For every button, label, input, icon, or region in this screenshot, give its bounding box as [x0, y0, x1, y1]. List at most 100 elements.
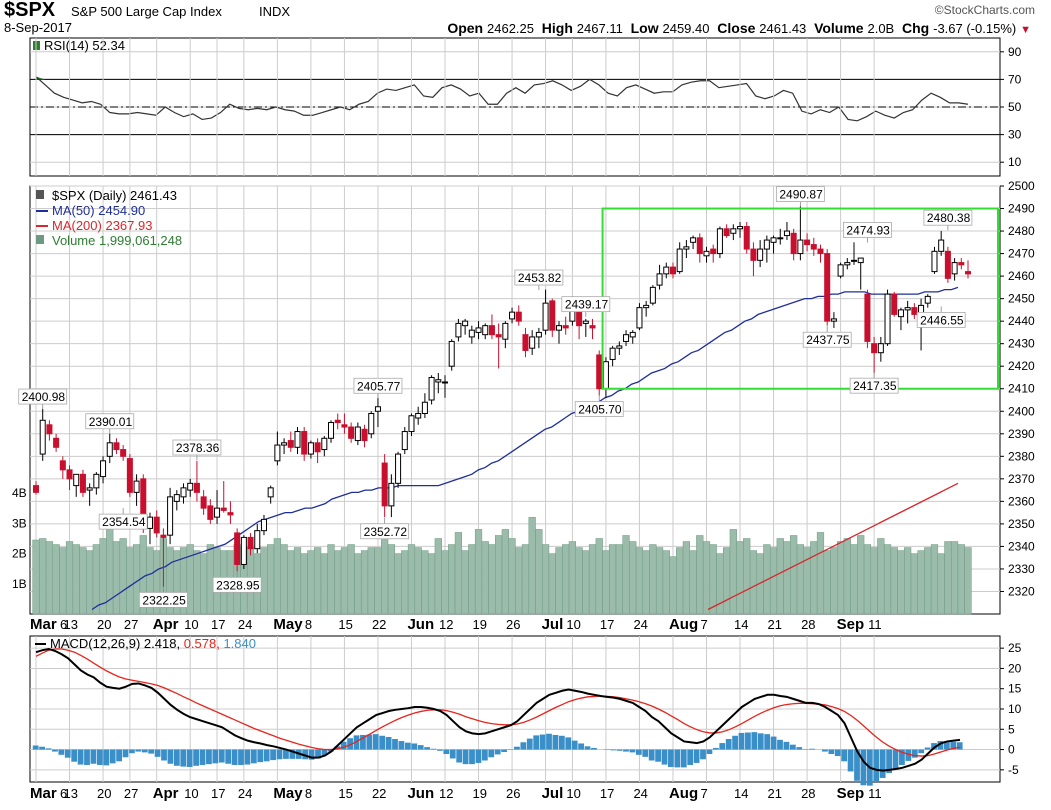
volume-bar — [367, 547, 375, 615]
close-label: Close — [717, 20, 756, 36]
volume-value: 2.0B — [867, 21, 895, 36]
ma50-legend: MA(50) 2454.90 — [52, 203, 145, 218]
candle-body — [254, 530, 261, 550]
candle-body — [616, 345, 623, 349]
candle-body — [46, 424, 53, 435]
candle-body — [763, 239, 770, 250]
candle-body — [609, 347, 616, 360]
candle-body — [146, 516, 153, 529]
price-tick-label: 2500 — [1008, 179, 1035, 193]
price-annotation: 2439.17 — [565, 298, 609, 312]
price-tick-label: 2350 — [1008, 517, 1035, 531]
macd-histogram-bar — [366, 734, 373, 750]
candle-body — [777, 237, 784, 240]
macd-histogram-bar — [353, 735, 360, 750]
candle-body — [596, 354, 603, 390]
candle-body — [334, 419, 341, 424]
x-axis-day-label: 14 — [734, 786, 748, 801]
x-axis-month-label: Apr — [153, 785, 179, 802]
macd-histogram-bar — [161, 749, 167, 761]
candle-body — [931, 250, 938, 273]
annotation-box — [775, 186, 825, 202]
x-axis-day-label: 19 — [473, 617, 487, 632]
macd-histogram-bar — [270, 749, 276, 761]
rsi-line — [35, 76, 969, 122]
macd-histogram-bar — [250, 749, 257, 764]
volume-bar — [360, 550, 369, 615]
volume-bar — [414, 547, 422, 615]
volume-bar — [468, 544, 476, 615]
volume-bar — [810, 541, 818, 615]
x-axis-day-label: 27 — [124, 617, 138, 632]
low-label: Low — [630, 20, 659, 36]
macd-tick-label: -5 — [1008, 763, 1019, 777]
macd-histogram-bar — [764, 734, 771, 750]
price-annotation: 2453.82 — [518, 271, 562, 285]
volume-bar — [897, 550, 905, 615]
volume-tick-label: 1B — [12, 577, 27, 591]
macd-histogram-bar — [148, 749, 155, 754]
macd-histogram-bar — [956, 742, 963, 750]
macd-histogram-bar — [745, 732, 751, 750]
macd-histogram-bar — [238, 749, 244, 765]
annotation-box — [360, 523, 410, 540]
macd-histogram-bar — [173, 749, 180, 766]
annotation-box — [802, 331, 852, 348]
annotation-box — [98, 513, 148, 530]
volume-bar — [347, 544, 355, 615]
macd-histogram-bar — [77, 749, 84, 765]
x-axis-day-label: 24 — [238, 786, 252, 801]
macd-histogram-bar — [706, 749, 713, 755]
candle-body — [193, 482, 200, 493]
volume-bar — [481, 541, 489, 615]
watermark[interactable]: ©StockCharts.com — [934, 3, 1035, 17]
volume-bar — [354, 553, 362, 615]
volume-bar — [206, 544, 214, 615]
macd-histogram-bar — [822, 749, 828, 752]
candle-body — [877, 343, 884, 354]
macd-histogram-bar — [879, 749, 886, 778]
chg-label: Chg — [902, 20, 930, 36]
volume-bar — [535, 529, 543, 615]
macd-histogram-bar — [732, 735, 738, 750]
volume-bar — [394, 553, 402, 615]
candle-body — [368, 413, 375, 435]
volume-bar — [461, 550, 469, 615]
candle-body — [307, 442, 314, 455]
macd-histogram-bar — [289, 749, 296, 759]
x-axis-day-label: 10 — [184, 786, 198, 801]
volume-bar — [193, 550, 201, 615]
volume-bar — [515, 547, 523, 615]
macd-histogram-bar — [212, 749, 219, 764]
volume-bar — [676, 547, 684, 615]
price-tick-label: 2430 — [1008, 337, 1035, 351]
macd-histogram-bar — [738, 732, 745, 750]
macd-histogram-bar — [206, 749, 212, 765]
candle-body — [757, 248, 764, 261]
volume-bar — [917, 550, 925, 615]
x-axis-day-label: 12 — [439, 617, 453, 632]
candle-body — [321, 437, 328, 451]
x-axis-day-label: 13 — [64, 617, 78, 632]
volume-bar — [65, 541, 74, 615]
candle-body — [421, 401, 428, 415]
volume-bar — [52, 544, 60, 615]
volume-bar — [850, 544, 858, 615]
candle-body — [126, 458, 133, 493]
price-annotation: 2417.35 — [853, 379, 897, 393]
volume-bar — [803, 547, 811, 615]
macd-histogram-bar — [122, 749, 129, 758]
price-annotation: 2328.95 — [216, 578, 260, 592]
annotation-box — [574, 401, 624, 417]
macd-histogram-bar — [693, 749, 700, 763]
x-axis-day-label: 10 — [184, 617, 198, 632]
macd-histogram-bar — [674, 749, 681, 768]
candle-body — [562, 325, 569, 329]
x-axis-day-label: 7 — [701, 786, 708, 801]
macd-tick-label: 15 — [1008, 682, 1022, 696]
x-axis-day-label: 8 — [305, 617, 312, 632]
rsi-tick-label: 10 — [1008, 155, 1022, 169]
candle-body — [676, 248, 683, 273]
candle-body — [214, 507, 221, 518]
